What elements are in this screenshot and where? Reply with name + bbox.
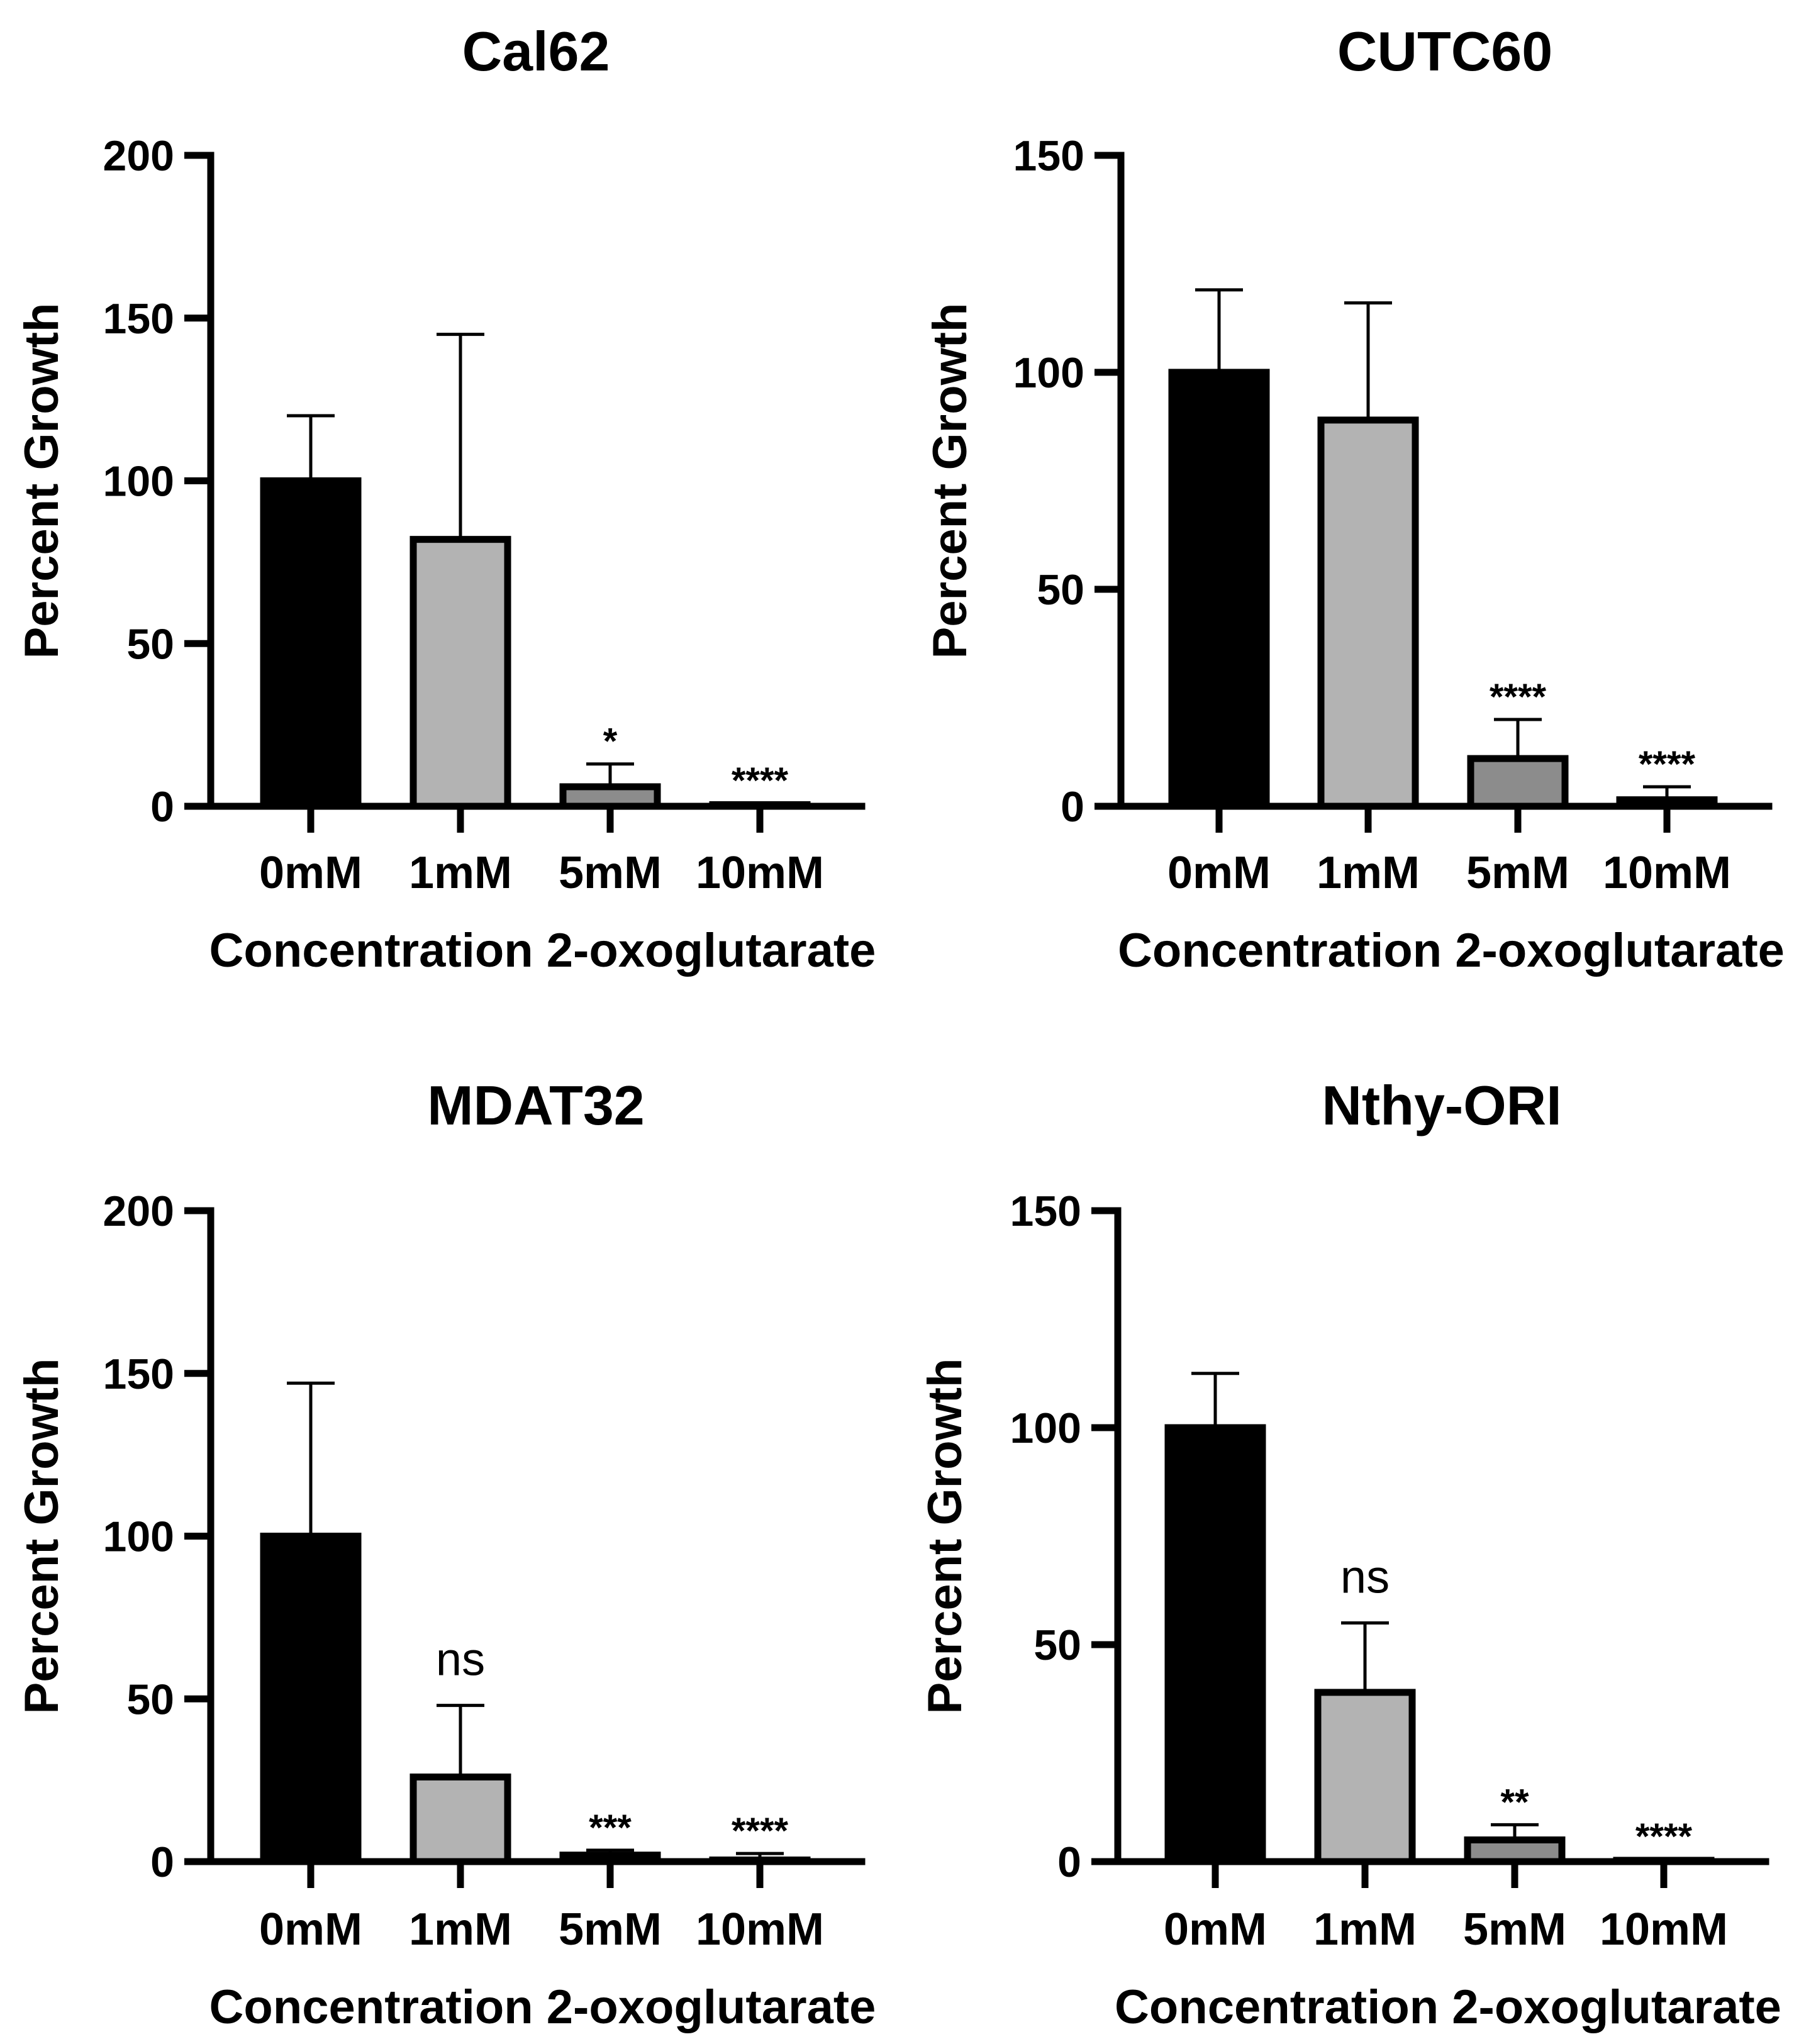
chart-title: CUTC60 bbox=[1337, 20, 1552, 82]
x-axis-label: Concentration 2-oxoglutarate bbox=[1115, 1980, 1781, 2034]
y-axis-label: Percent Growth bbox=[15, 1358, 69, 1714]
chart-title: Cal62 bbox=[462, 20, 610, 82]
bar-0mM bbox=[260, 477, 362, 810]
x-tick-label-1mM: 1mM bbox=[409, 1904, 512, 1955]
y-tick-label-100: 100 bbox=[1010, 1404, 1081, 1452]
y-tick-label-150: 150 bbox=[103, 1350, 174, 1398]
y-tick-label-150: 150 bbox=[103, 295, 174, 343]
significance-label-10mM: **** bbox=[1639, 744, 1696, 785]
y-tick-label-50: 50 bbox=[126, 1675, 174, 1723]
x-axis-label: Concentration 2-oxoglutarate bbox=[209, 1980, 876, 2034]
bar-1mM bbox=[409, 1773, 511, 1865]
chart-panel-3: MDAT32 Percent Growth Concentration 2-oxog… bbox=[15, 1074, 876, 2034]
y-tick-label-200: 200 bbox=[103, 132, 174, 180]
bar-0mM bbox=[1168, 369, 1270, 810]
chart-title: Nthy-ORI bbox=[1322, 1074, 1561, 1136]
y-tick-label-200: 200 bbox=[103, 1187, 174, 1235]
y-tick-label-150: 150 bbox=[1013, 132, 1084, 180]
y-axis-label: Percent Growth bbox=[15, 303, 69, 659]
bar-1mM bbox=[1314, 1689, 1416, 1865]
x-tick-label-0mM: 0mM bbox=[259, 848, 362, 898]
x-tick-label-0mM: 0mM bbox=[1164, 1904, 1267, 1955]
significance-label-10mM: **** bbox=[732, 1811, 789, 1852]
y-tick-label-0: 0 bbox=[1061, 783, 1084, 831]
y-axis-label: Percent Growth bbox=[923, 303, 977, 659]
x-tick-label-5mM: 5mM bbox=[1463, 1904, 1566, 1955]
x-tick-label-10mM: 10mM bbox=[696, 848, 824, 898]
x-tick-label-5mM: 5mM bbox=[559, 1904, 662, 1955]
x-axis-label: Concentration 2-oxoglutarate bbox=[1118, 924, 1785, 977]
chart-panel-2: CUTC60 Percent Growth Concentration 2-oxog… bbox=[923, 20, 1785, 977]
x-tick-label-1mM: 1mM bbox=[1317, 848, 1420, 898]
x-tick-label-0mM: 0mM bbox=[259, 1904, 362, 1955]
y-tick-label-0: 0 bbox=[150, 1838, 174, 1886]
x-tick-label-1mM: 1mM bbox=[1313, 1904, 1417, 1955]
y-tick-label-0: 0 bbox=[1057, 1838, 1081, 1886]
x-tick-label-0mM: 0mM bbox=[1167, 848, 1271, 898]
significance-label-10mM: **** bbox=[732, 760, 789, 801]
x-tick-label-5mM: 5mM bbox=[559, 848, 662, 898]
y-tick-label-150: 150 bbox=[1010, 1187, 1081, 1235]
x-tick-label-10mM: 10mM bbox=[696, 1904, 824, 1955]
x-tick-label-10mM: 10mM bbox=[1600, 1904, 1728, 1955]
y-tick-label-100: 100 bbox=[1013, 349, 1084, 397]
bar-0mM bbox=[260, 1533, 362, 1865]
bar-1mM bbox=[409, 536, 511, 810]
y-tick-label-50: 50 bbox=[1037, 566, 1084, 614]
significance-label-5mM: * bbox=[603, 721, 618, 762]
y-tick-label-100: 100 bbox=[103, 1513, 174, 1561]
y-axis-label: Percent Growth bbox=[918, 1358, 972, 1714]
y-tick-label-0: 0 bbox=[150, 783, 174, 831]
y-tick-label-100: 100 bbox=[103, 458, 174, 506]
significance-label-10mM: **** bbox=[1635, 1816, 1693, 1857]
significance-label-1mM: ns bbox=[1340, 1551, 1390, 1603]
chart-panel-1: Cal62 Percent Growth Concentration 2-oxogl… bbox=[15, 20, 876, 977]
significance-label-5mM: **** bbox=[1490, 677, 1547, 718]
bar-1mM bbox=[1317, 416, 1419, 810]
significance-label-5mM: *** bbox=[589, 1808, 632, 1848]
x-axis-label: Concentration 2-oxoglutarate bbox=[209, 924, 876, 977]
chart-title: MDAT32 bbox=[427, 1074, 645, 1136]
chart-panel-4: Nthy-ORI Percent Growth Concentration 2-ox… bbox=[918, 1074, 1781, 2034]
x-tick-label-5mM: 5mM bbox=[1466, 848, 1569, 898]
y-tick-label-50: 50 bbox=[126, 620, 174, 668]
bar-0mM bbox=[1164, 1424, 1266, 1865]
significance-label-5mM: ** bbox=[1500, 1782, 1529, 1823]
bar-5mM bbox=[1467, 755, 1569, 810]
y-tick-label-50: 50 bbox=[1033, 1621, 1081, 1669]
x-tick-label-1mM: 1mM bbox=[409, 848, 512, 898]
x-tick-label-10mM: 10mM bbox=[1603, 848, 1731, 898]
significance-label-1mM: ns bbox=[436, 1633, 485, 1686]
